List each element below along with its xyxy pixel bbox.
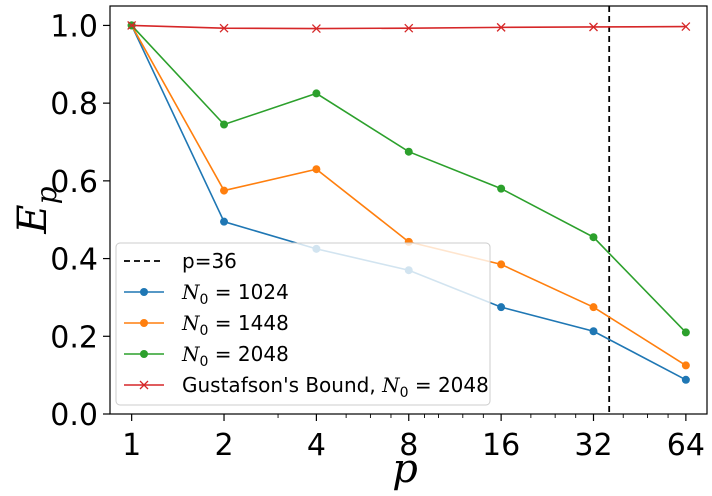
legend-label-rest: = 2048 [408,373,488,397]
y-axis-label-sub: p [30,186,63,204]
data-point [589,327,598,336]
legend-label-prefix: Gustafson's Bound, [182,373,382,397]
data-point [497,260,506,269]
legend-marker [140,319,148,327]
data-point [681,361,690,370]
data-point [681,375,690,384]
legend-label: N0 = 2048 [181,342,289,370]
x-tick-label: 4 [307,428,326,463]
data-point-x-marker [404,23,414,33]
data-point [220,217,229,226]
data-point [681,328,690,337]
legend-label-var: N [381,373,401,397]
legend-label-vline: p=36 [182,249,237,273]
x-axis-label: p [392,446,418,492]
legend-label-rest: = 1024 [208,280,288,304]
x-tick-label: 8 [399,428,418,463]
y-tick-label: 0.0 [50,398,98,433]
data-point-x-marker [311,24,321,33]
y-tick-label: 0.8 [50,87,98,122]
data-point-x-marker [589,22,598,32]
x-tick-label: 2 [214,428,233,463]
data-point [497,303,506,312]
data-point [220,120,229,129]
data-point [404,147,413,156]
x-tick-label: 16 [482,428,520,463]
legend-label: Gustafson's Bound, N0 = 2048 [182,373,489,401]
legend-label-rest: = 2048 [208,342,288,366]
legend-label-var: N [181,342,201,366]
data-point [589,303,598,312]
y-axis-label-main: E [10,204,56,234]
legend-label: N0 = 1024 [181,280,289,308]
y-tick-label: 0.2 [50,320,98,355]
data-point-x-marker [219,23,229,33]
legend-label-var: N [181,311,201,335]
legend-box [115,242,491,406]
y-axis-label: Ep [10,186,63,234]
data-point [589,233,598,242]
legend-marker-x [139,380,149,390]
data-point [312,89,321,98]
plot-frame [109,5,708,415]
data-point [497,184,506,193]
y-tick-label: 0.4 [50,243,98,278]
legend-marker [140,350,148,358]
legend-label-sub: 0 [400,385,409,401]
data-point-x-marker [496,22,506,32]
x-tick-label: 64 [667,428,705,463]
axes-ticks: 1 2 4 8 16 32 64 0.0 0.2 0.4 0.6 0.8 1.0 [50,9,705,463]
y-tick-label: 1.0 [50,9,98,44]
legend-marker [140,288,148,296]
legend-label-rest: = 1448 [208,311,288,335]
data-point [312,165,321,174]
y-tick-label: 0.6 [50,165,98,200]
data-point-x-marker [681,22,691,32]
legend-label: N0 = 1448 [181,311,289,339]
legend-label-sub: 0 [200,292,209,308]
x-tick-label: 32 [574,428,612,463]
svg-text:Ep: Ep [10,186,63,234]
legend-label-var: N [181,280,201,304]
data-point [220,186,229,195]
data-point-x-marker [127,20,137,30]
x-tick-label: 1 [122,428,141,463]
legend-label-sub: 0 [200,354,209,370]
legend-label-sub: 0 [200,323,209,339]
